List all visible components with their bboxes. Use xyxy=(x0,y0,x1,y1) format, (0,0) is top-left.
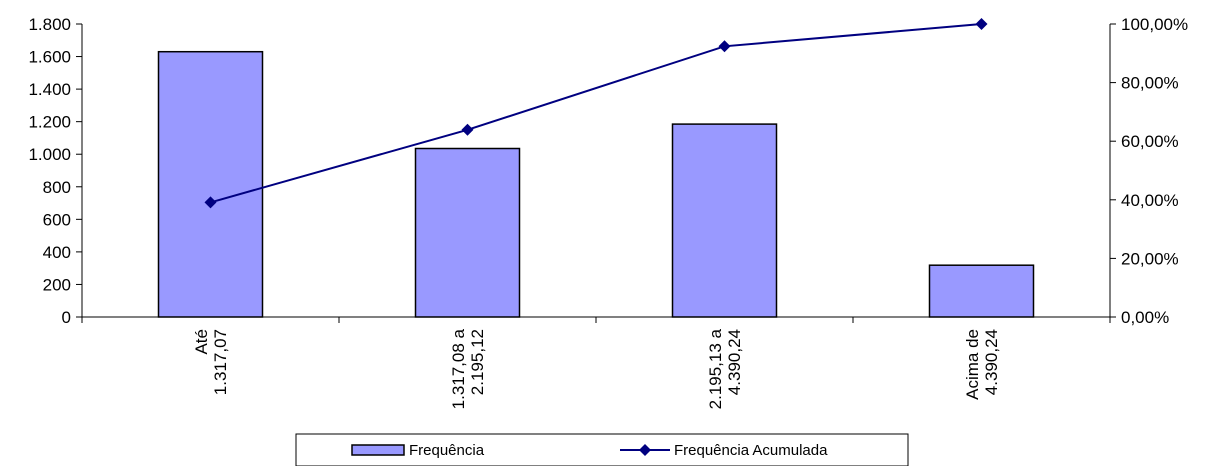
bar-1 xyxy=(414,147,521,318)
cumulative-line-series xyxy=(204,18,988,209)
bar-2 xyxy=(671,123,778,318)
right-axis-ticks: 0,00% 20,00% 40,00% 60,00% 80,00% 100,00% xyxy=(1110,15,1188,327)
left-tick-label: 1.000 xyxy=(28,145,71,164)
legend: Frequência Frequência Acumulada xyxy=(295,433,909,466)
left-tick-label: 1.200 xyxy=(28,113,71,132)
category-label-1: 1.317,08 a 2.195,12 xyxy=(449,328,487,409)
bar-0 xyxy=(157,50,264,318)
left-tick-label: 1.800 xyxy=(28,15,71,34)
right-tick-label: 100,00% xyxy=(1121,15,1188,34)
left-tick-label: 600 xyxy=(43,210,71,229)
left-axis-ticks: 0 200 400 600 800 1.000 1.200 1.400 1.600 1.800 xyxy=(28,15,82,327)
left-tick-label: 0 xyxy=(62,308,71,327)
right-tick-label: 60,00% xyxy=(1121,132,1179,151)
category-label-line: 4.390,24 xyxy=(982,329,1001,395)
left-tick-label: 1.600 xyxy=(28,48,71,67)
cumulative-point-0 xyxy=(204,196,217,209)
left-tick-label: 800 xyxy=(43,178,71,197)
legend-diamond-icon xyxy=(639,444,651,456)
category-label-line: 4.390,24 xyxy=(725,329,744,395)
legend-bar-swatch xyxy=(351,444,405,456)
cumulative-point-3 xyxy=(975,18,988,30)
right-tick-label: 80,00% xyxy=(1121,74,1179,93)
category-label-line: Acima de xyxy=(963,329,982,400)
right-tick-label: 20,00% xyxy=(1121,249,1179,268)
left-tick-label: 200 xyxy=(43,275,71,294)
legend-label-frequency: Frequência xyxy=(409,442,485,459)
bar-3 xyxy=(928,264,1035,318)
x-axis-ticks xyxy=(81,317,1111,323)
left-tick-label: 1.400 xyxy=(28,80,71,99)
category-label-line: 2.195,13 a xyxy=(706,328,725,409)
left-tick-label: 400 xyxy=(43,243,71,262)
category-label-2: 2.195,13 a 4.390,24 xyxy=(706,328,744,409)
category-label-line: 1.317,08 a xyxy=(449,328,468,409)
category-label-3: Acima de 4.390,24 xyxy=(963,329,1001,400)
right-tick-label: 0,00% xyxy=(1121,308,1169,327)
legend-label-cumulative: Frequência Acumulada xyxy=(674,442,828,459)
cumulative-point-2 xyxy=(718,40,731,53)
category-label-0: Até 1.317,07 xyxy=(192,329,230,395)
category-label-line: Até xyxy=(192,329,211,355)
category-label-line: 1.317,07 xyxy=(211,329,230,395)
frequency-bars xyxy=(157,50,1035,318)
category-label-line: 2.195,12 xyxy=(468,329,487,395)
cumulative-point-1 xyxy=(461,123,474,136)
right-tick-label: 40,00% xyxy=(1121,191,1179,210)
cumulative-line xyxy=(210,23,982,204)
